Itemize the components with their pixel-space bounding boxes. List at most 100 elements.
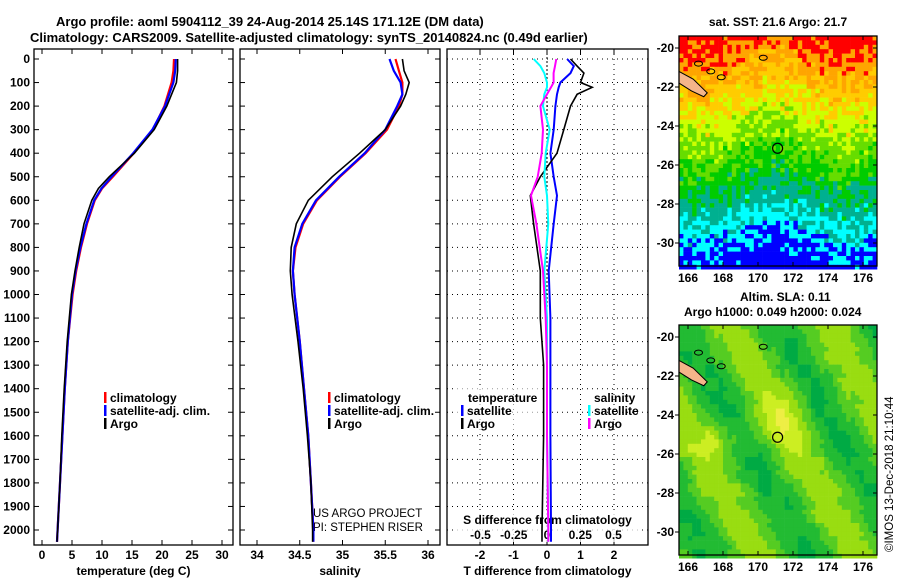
map-cell (819, 470, 825, 475)
map-cell (718, 439, 724, 445)
map-cell (775, 325, 781, 330)
map-cell (683, 399, 689, 405)
map-cell (833, 496, 838, 502)
map-cell (806, 514, 812, 519)
legend-label: Argo (110, 417, 138, 431)
map-cell (828, 501, 834, 506)
map-cell (868, 62, 873, 68)
map-cell (802, 545, 807, 550)
map-cell (736, 88, 741, 94)
map-cell (863, 382, 869, 387)
map-cell (846, 479, 851, 484)
map-cell (709, 338, 715, 343)
map-cell (784, 58, 790, 63)
map-cell (775, 338, 781, 343)
map-cell (780, 168, 785, 173)
map-cell (679, 527, 684, 533)
map-cell (762, 448, 768, 453)
map-cell (868, 501, 873, 506)
map-cell (753, 514, 759, 519)
map-cell (780, 382, 785, 387)
map-cell (701, 364, 706, 370)
map-cell (815, 247, 821, 252)
map-cell (811, 172, 816, 178)
map-cell (789, 470, 794, 475)
map-cell (855, 474, 860, 480)
map-cell (775, 163, 781, 169)
map-cell (679, 88, 684, 94)
map-cell (736, 190, 741, 195)
map-cell (855, 369, 860, 374)
map-cell (802, 448, 807, 453)
map-cell (692, 487, 697, 493)
map-cell (762, 234, 768, 239)
map-cell (679, 124, 684, 129)
map-cell (811, 479, 816, 484)
legend-label: satellite (467, 404, 512, 418)
map-cell (745, 150, 750, 156)
map-cell (692, 342, 697, 348)
map-cell (828, 483, 834, 489)
map-cell (727, 369, 733, 374)
map-cell (850, 527, 856, 533)
map-cell (806, 119, 812, 125)
map-cell (775, 408, 781, 414)
map-cell (709, 84, 715, 90)
map-cell (758, 264, 763, 270)
map-cell (846, 62, 851, 68)
map-cell (828, 150, 834, 156)
map-cell (811, 220, 816, 226)
map-cell (740, 435, 746, 440)
map-cell (687, 421, 693, 427)
map-cell (749, 194, 755, 200)
map-cell (705, 333, 711, 339)
map-cell (837, 66, 843, 72)
map-cell (859, 386, 865, 392)
map-cell (723, 395, 728, 401)
map-cell (855, 329, 860, 335)
map-cell (784, 229, 790, 235)
map-cell (758, 115, 763, 120)
map-cell (767, 154, 772, 160)
map-cell (868, 102, 873, 107)
map-cell (789, 355, 794, 361)
map-cell (775, 386, 781, 392)
map-cell (793, 102, 799, 107)
map-cell (762, 518, 768, 524)
map-cell (793, 360, 799, 365)
map-cell (819, 163, 825, 169)
map-cell (833, 430, 838, 436)
map-cell (753, 417, 759, 423)
map-cell (718, 325, 724, 330)
map-cell (828, 212, 834, 217)
map-cell (846, 443, 851, 449)
map-cell (780, 220, 785, 226)
map-cell (767, 408, 772, 414)
map-cell (709, 159, 715, 164)
map-cell (705, 527, 711, 533)
map-cell (802, 124, 807, 129)
map-cell (692, 40, 697, 46)
map-cell (771, 540, 777, 546)
map-cell (859, 518, 865, 524)
x2-tick-label: 0.5 (605, 528, 622, 542)
map-cell (815, 395, 821, 401)
map-cell (762, 251, 768, 257)
map-cell (872, 216, 878, 222)
map-cell (727, 194, 733, 200)
map-cell (789, 75, 794, 81)
map-cell (824, 150, 829, 156)
map-cell (815, 207, 821, 213)
map-cell (837, 452, 843, 458)
map-cell (709, 49, 715, 54)
map-cell (837, 355, 843, 361)
map-cell (819, 132, 825, 138)
map-cell (775, 106, 781, 112)
map-cell (784, 66, 790, 72)
map-cell (692, 501, 697, 506)
map-cell (731, 426, 737, 431)
map-cell (833, 325, 838, 330)
map-cell (753, 124, 759, 129)
map-cell (793, 124, 799, 129)
map-cell (863, 194, 869, 200)
